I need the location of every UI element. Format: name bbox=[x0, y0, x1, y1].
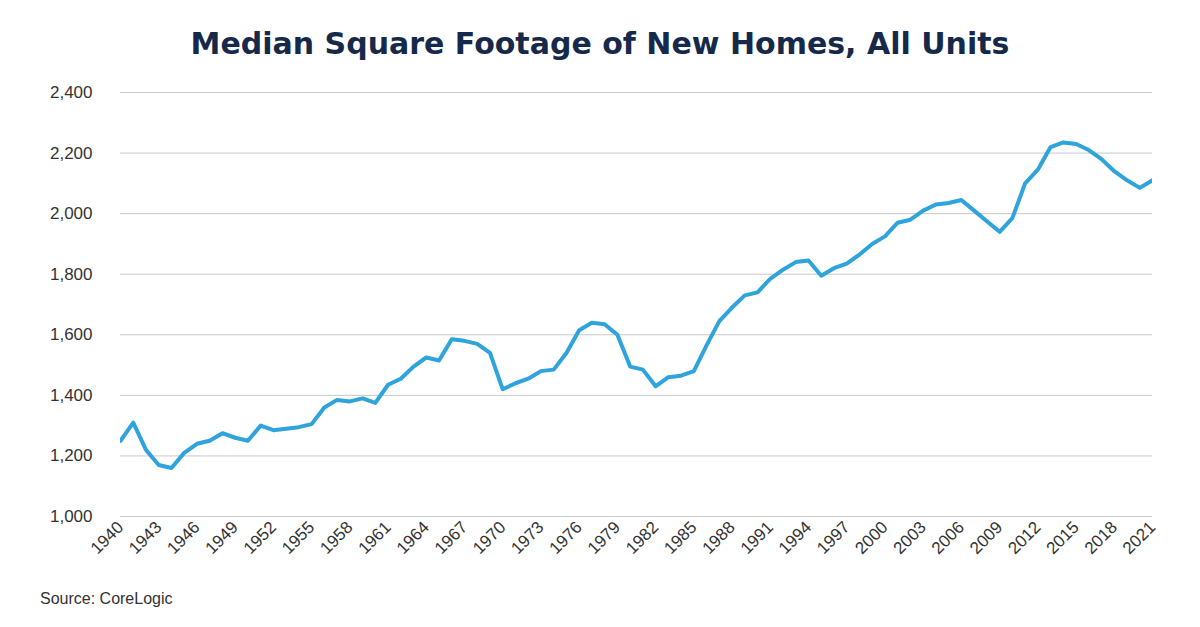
svg-text:1994: 1994 bbox=[775, 518, 815, 558]
svg-text:2006: 2006 bbox=[928, 518, 968, 558]
svg-text:1943: 1943 bbox=[125, 518, 165, 558]
svg-text:2015: 2015 bbox=[1043, 518, 1083, 558]
svg-text:1979: 1979 bbox=[584, 518, 624, 558]
html-text:Source: CoreLogic: Source: CoreLogic bbox=[40, 590, 173, 607]
svg-text:1958: 1958 bbox=[316, 518, 356, 558]
svg-text:1961: 1961 bbox=[355, 518, 395, 558]
svg-text:1973: 1973 bbox=[507, 518, 547, 558]
svg-text:1970: 1970 bbox=[469, 518, 509, 558]
svg-text:1,800: 1,800 bbox=[50, 265, 93, 284]
svg-text:1967: 1967 bbox=[431, 518, 471, 558]
svg-text:1964: 1964 bbox=[393, 518, 433, 558]
svg-text:1946: 1946 bbox=[163, 518, 203, 558]
svg-text:2009: 2009 bbox=[966, 518, 1006, 558]
svg-text:2,000: 2,000 bbox=[50, 204, 93, 223]
svg-text:1955: 1955 bbox=[278, 518, 318, 558]
svg-text:1,400: 1,400 bbox=[50, 386, 93, 405]
svg-text:1,200: 1,200 bbox=[50, 446, 93, 465]
svg-text:2,400: 2,400 bbox=[50, 83, 93, 102]
svg-text:1,000: 1,000 bbox=[50, 507, 93, 526]
svg-text:1952: 1952 bbox=[240, 518, 280, 558]
svg-text:1985: 1985 bbox=[660, 518, 700, 558]
svg-text:1982: 1982 bbox=[622, 518, 662, 558]
svg-text:1949: 1949 bbox=[202, 518, 242, 558]
html-text:Median Square Footage of New H: Median Square Footage of New Homes, All … bbox=[190, 26, 1010, 61]
svg-text:2003: 2003 bbox=[890, 518, 930, 558]
svg-text:1976: 1976 bbox=[546, 518, 586, 558]
svg-text:1997: 1997 bbox=[813, 518, 853, 558]
svg-text:2,200: 2,200 bbox=[50, 144, 93, 163]
svg-text:1991: 1991 bbox=[737, 518, 777, 558]
svg-text:2012: 2012 bbox=[1004, 518, 1044, 558]
svg-text:1,600: 1,600 bbox=[50, 325, 93, 344]
svg-text:2018: 2018 bbox=[1081, 518, 1121, 558]
svg-text:2021: 2021 bbox=[1119, 518, 1159, 558]
svg-text:2000: 2000 bbox=[851, 518, 891, 558]
svg-text:1988: 1988 bbox=[699, 518, 739, 558]
svg-text:1940: 1940 bbox=[87, 518, 127, 558]
